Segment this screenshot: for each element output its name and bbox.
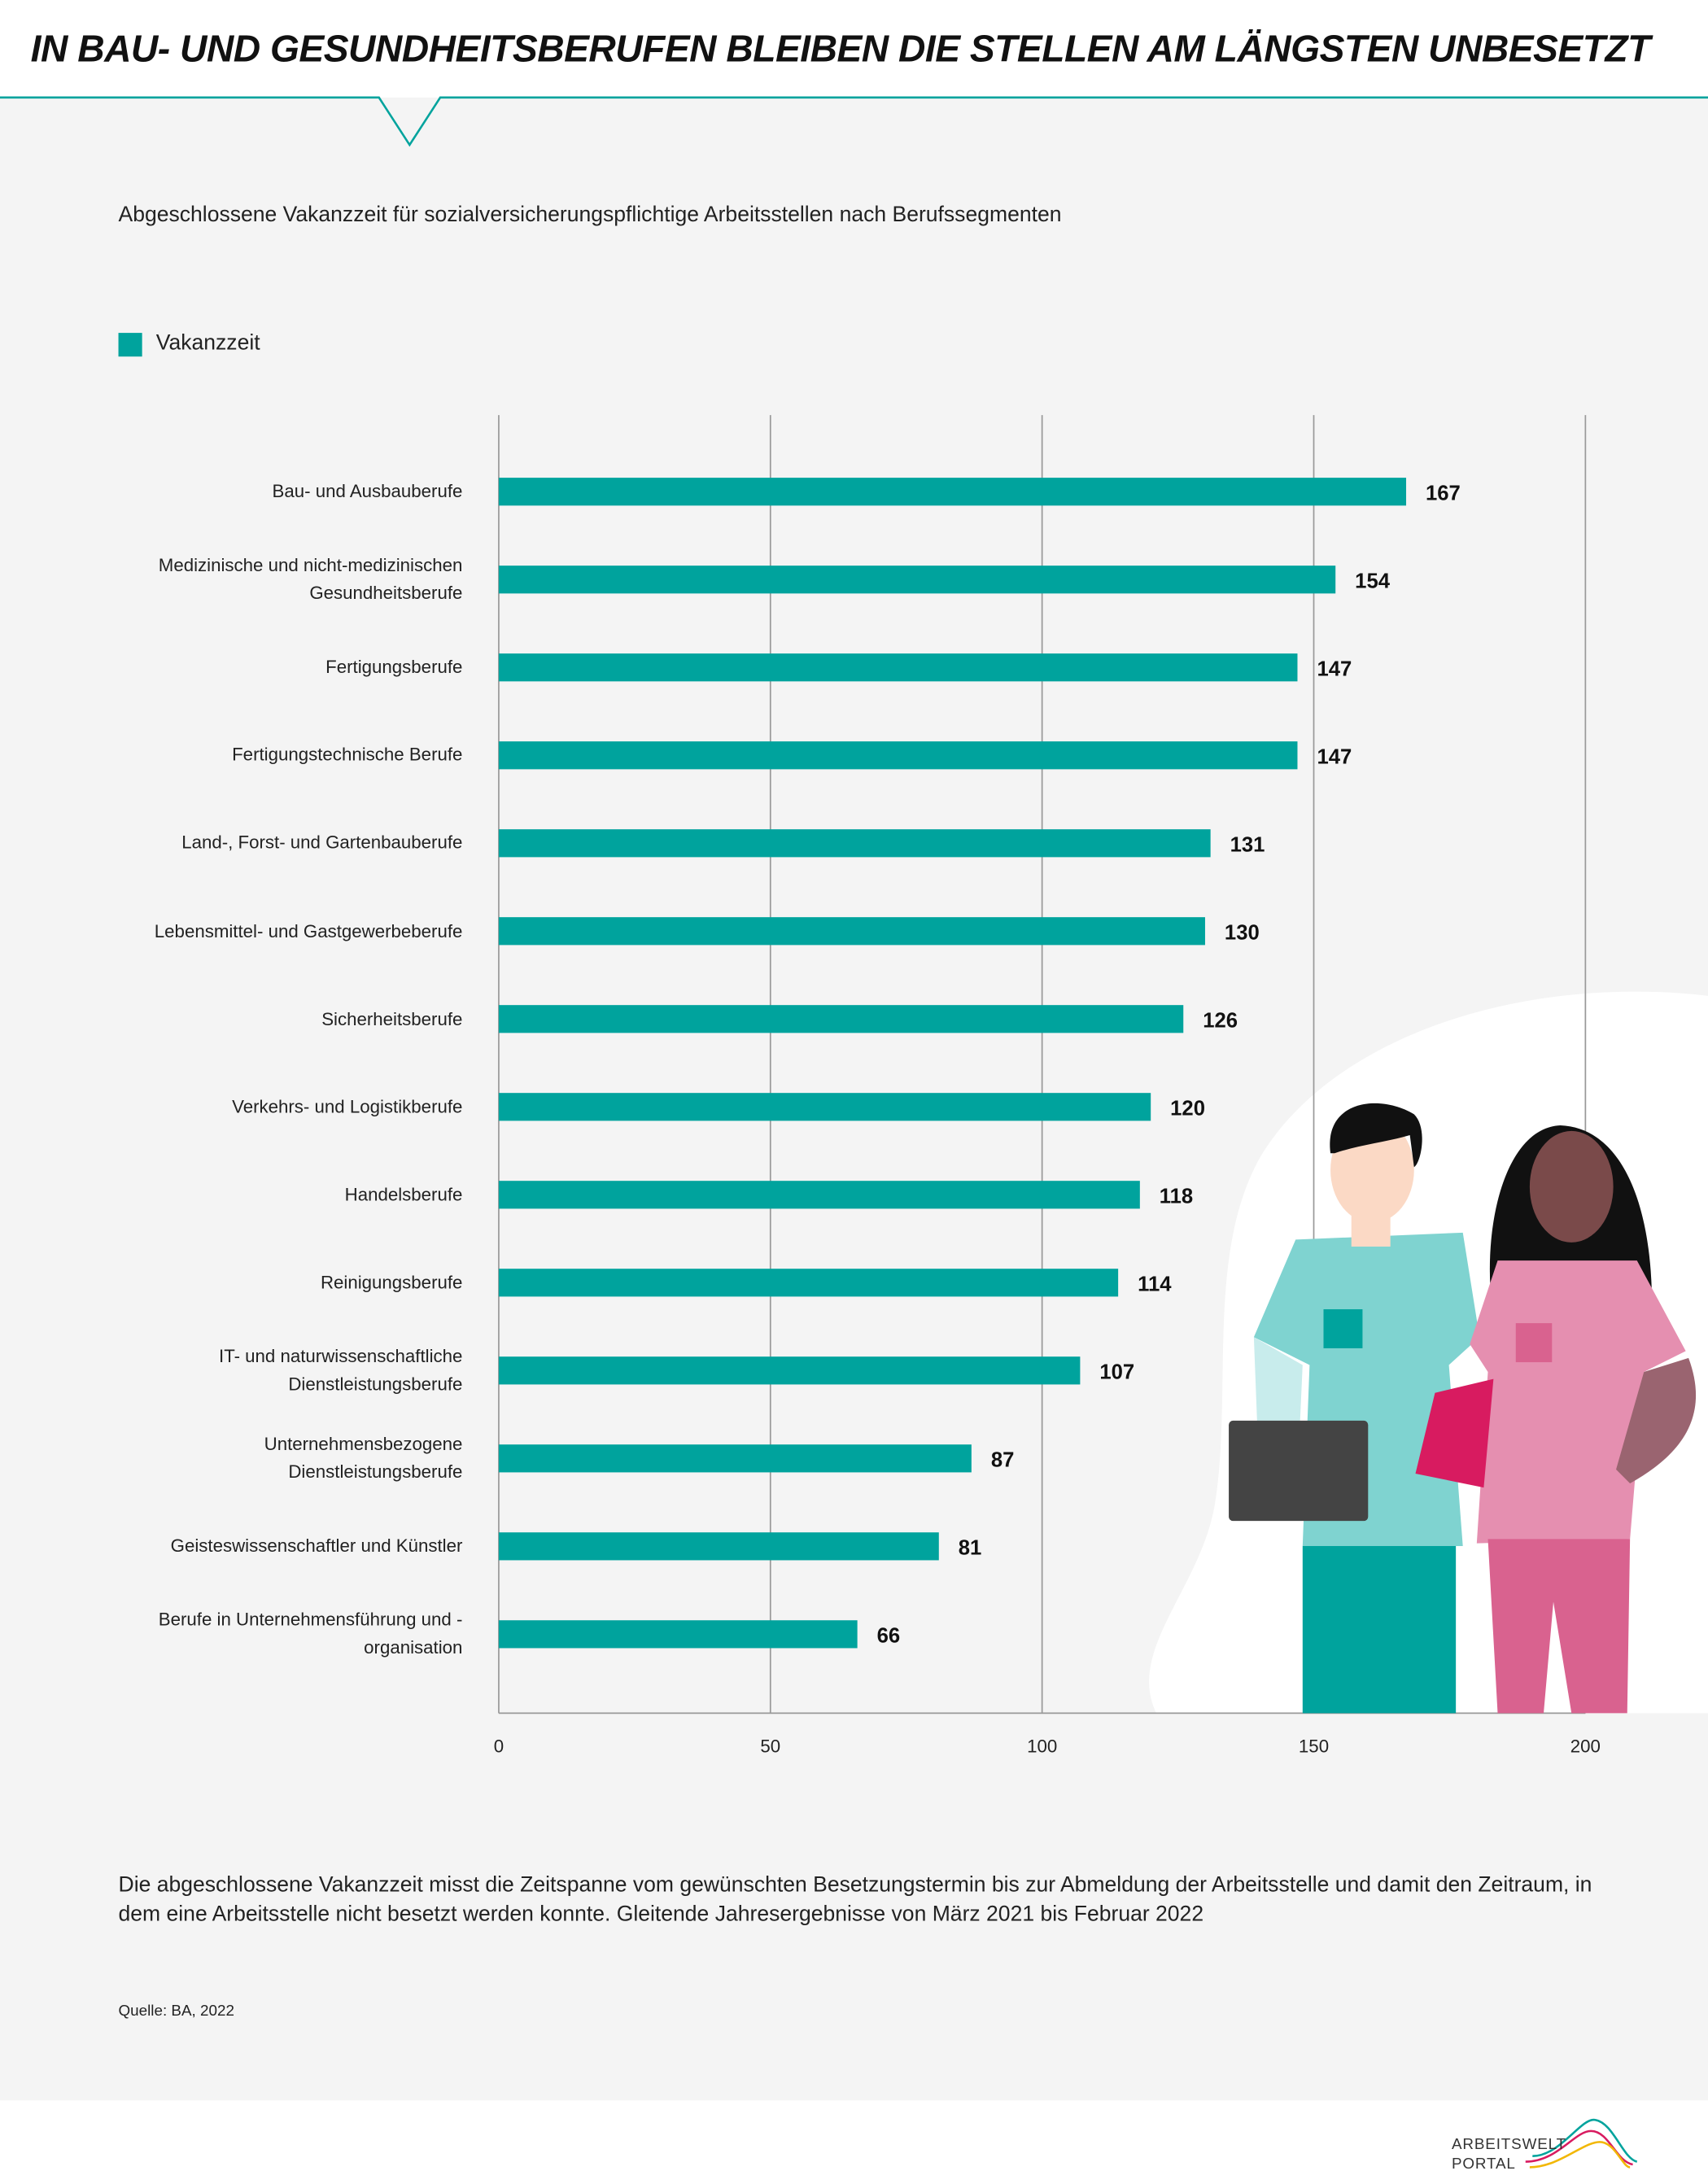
logo-mark [1525,2118,1638,2169]
value-label: 120 [1170,1098,1205,1120]
bar [498,653,1298,682]
x-tick-label: 200 [1570,1736,1601,1756]
value-label: 131 [1230,834,1265,857]
woman-pocket [1515,1323,1553,1363]
logo-line: ARBEITSWELT [1452,2136,1566,2154]
y-tick-label: Handelsberufe [344,1183,463,1205]
bar [498,1005,1184,1033]
logo: ARBEITSWELT PORTAL [1452,2135,1566,2174]
bar [498,1093,1151,1121]
y-tick-label: Fertigungsberufe [325,656,463,678]
legend-label: Vakanzzeit [155,331,260,356]
value-label: 167 [1426,483,1461,505]
y-tick-label: IT- und naturwissenschaftliche Dienstlei… [219,1345,463,1395]
y-tick-label: Land-, Forst- und Gartenbauberufe [181,832,463,854]
bar [498,1620,858,1649]
bar [498,1532,939,1561]
legend-swatch [118,332,142,356]
bar [498,566,1336,594]
value-label: 118 [1160,1186,1193,1208]
value-label: 147 [1317,746,1352,769]
woman-head [1529,1130,1614,1243]
bar [498,1356,1081,1385]
value-label: 126 [1203,1010,1238,1033]
illustration [1229,1103,1697,1714]
x-tick-label: 100 [1027,1736,1057,1756]
value-label: 107 [1099,1361,1134,1384]
bar [498,1269,1119,1297]
note: Die abgeschlossene Vakanzzeit misst die … [118,1873,1592,1927]
legend: Vakanzzeit [118,331,260,356]
value-label: 81 [959,1537,982,1560]
bars [498,478,1407,1649]
x-tick-label: 50 [760,1736,780,1756]
man-hair [1330,1103,1422,1168]
x-tick-label: 150 [1299,1736,1329,1756]
woman-pants [1487,1539,1631,1714]
y-tick-label: Medizinische und nicht-medizinischen Ges… [158,554,463,604]
y-tick-label: Fertigungstechnische Berufe [232,744,463,766]
value-label: 114 [1138,1273,1172,1296]
bar [498,829,1211,858]
logo-line: PORTAL [1452,2156,1516,2173]
bar [498,1181,1140,1209]
value-label: 130 [1225,922,1260,945]
value-label: 66 [877,1625,901,1648]
chart-title: IN BAU- UND GESUNDHEITSBERUFEN BLEIBEN D… [30,28,1651,70]
y-tick-label: Berufe in Unternehmensführung und -organ… [158,1609,463,1658]
bar [498,741,1298,770]
y-tick-label: Verkehrs- und Logistikberufe [232,1095,463,1117]
value-label: 154 [1355,570,1391,593]
y-tick-label: Lebensmittel- und Gastgewerbeberufe [154,919,463,941]
folder [1415,1378,1494,1488]
value-label: 147 [1317,658,1352,681]
y-tick-label: Sicherheitsberufe [321,1007,463,1029]
value-label: 87 [991,1449,1015,1472]
man-pocket [1323,1308,1363,1348]
source: Quelle: BA, 2022 [118,2003,234,2020]
bar [498,917,1205,946]
woman-arm [1616,1357,1697,1483]
logo-wave [1529,2141,1631,2169]
grid [498,415,1587,1714]
x-tick-label: 0 [494,1736,504,1756]
logo-wave [1532,2118,1638,2163]
chart-subtitle: Abgeschlossene Vakanzzeit für sozialvers… [118,203,1062,228]
man-pants [1302,1545,1457,1714]
y-tick-label: Unternehmensbezogene Dienstleistungsberu… [264,1433,463,1483]
y-tick-label: Reinigungsberufe [320,1271,463,1293]
y-tick-label: Bau- und Ausbauberufe [272,480,463,502]
bar [498,1444,972,1473]
y-tick-label: Geisteswissenschaftler und Künstler [170,1535,463,1557]
clipboard [1229,1420,1369,1522]
bar [498,478,1407,506]
title-rule [0,96,1708,147]
